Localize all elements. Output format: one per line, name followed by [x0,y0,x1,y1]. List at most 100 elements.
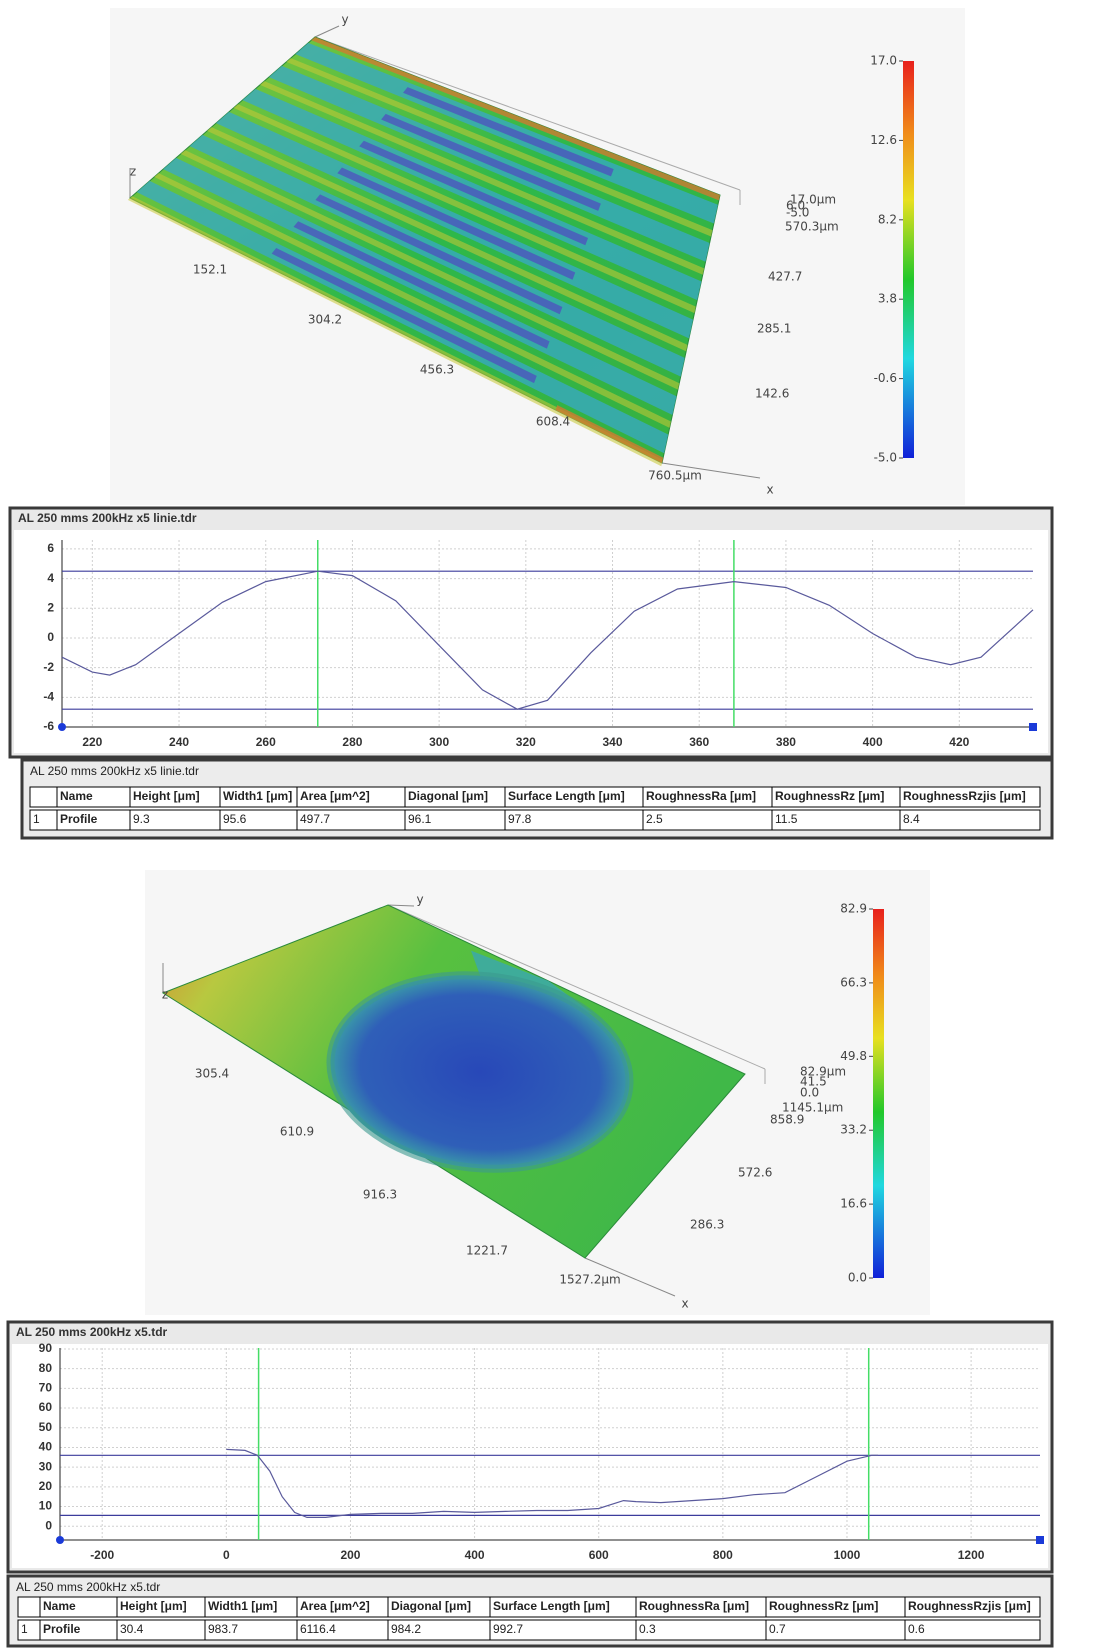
cell-text: 0.7 [769,1622,786,1636]
y-tick-label: 572.6 [738,1166,772,1180]
x-tick-label: 916.3 [363,1188,397,1202]
axis-label: z [162,988,168,1002]
column-header: RoughnessRa [μm] [646,789,756,803]
y-tick-label: 858.9 [770,1113,804,1127]
plot-background [12,1344,1048,1568]
colorbar-tick-label: 12.6 [870,133,897,147]
cell-text: 1 [33,812,40,826]
axis-label: x [766,483,773,497]
cell-text: 992.7 [493,1622,523,1636]
profile-chart: AL 250 mms 200kHz x5.tdr0102030405060708… [8,1322,1052,1572]
cell-text: 1 [21,1622,28,1636]
axis-handle [56,1536,64,1544]
axis-label: y [416,893,423,907]
cell-text: 984.2 [391,1622,421,1636]
table-cell [905,1620,1040,1640]
x-tick-label: 305.4 [195,1067,229,1081]
x-tick-label: 1000 [834,1548,861,1562]
y-tick-label: -2 [43,660,54,674]
header-cell [18,1597,40,1617]
column-header: Width1 [μm] [208,1599,277,1613]
x-tick-label: 220 [82,735,102,749]
table-cell [900,810,1040,830]
column-header: Height [μm] [133,789,200,803]
y-tick-label: -6 [43,719,54,733]
header-cell [30,787,57,807]
colorbar-tick-label: -5.0 [874,451,897,465]
colorbar-tick-label: 33.2 [840,1123,867,1137]
x-tick-label: 400 [863,735,883,749]
colorbar-tick-label: 82.9 [840,902,867,916]
cell-text: 6116.4 [300,1622,336,1636]
result-table: AL 250 mms 200kHz x5.tdrNameHeight [μm]W… [8,1576,1052,1646]
column-header: RoughnessRz [μm] [775,789,884,803]
column-header: Diagonal [μm] [408,789,488,803]
x-tick-label: 420 [949,735,969,749]
y-tick-label: 0 [47,630,54,644]
x-tick-label: 300 [429,735,449,749]
y-tick-label: 40 [39,1440,53,1454]
cell-text: 96.1 [408,812,432,826]
y-tick-label: 70 [39,1381,53,1395]
column-header: Width1 [μm] [223,789,292,803]
table-cell [766,1620,905,1640]
colorbar-tick-label: 66.3 [840,975,867,989]
x-tick-label: 456.3 [420,363,454,377]
cell-text: 9.3 [133,812,150,826]
y-tick-label: 4 [47,571,54,585]
column-header: Name [60,789,93,803]
colorbar-tick-label: 3.8 [878,292,897,306]
z-readout: -5.0 [786,206,809,220]
x-tick-label: 610.9 [280,1125,314,1139]
y-tick-label: 60 [39,1400,53,1414]
x-tick-label: 760.5µm [648,469,702,483]
colorbar-tick-label: 16.6 [840,1197,867,1211]
y-tick-label: -4 [43,689,54,703]
axis-label: z [130,165,136,179]
column-header: RoughnessRa [μm] [639,1599,749,1613]
screenshot: xyz152.1304.2456.3608.4760.5µm142.6285.1… [0,0,1110,1648]
cell-text: 0.3 [639,1622,656,1636]
x-tick-label: 600 [589,1548,609,1562]
column-header: RoughnessRzjis [μm] [903,789,1026,803]
colorbar-tick-label: 0.0 [848,1271,867,1285]
column-header: RoughnessRz [μm] [769,1599,878,1613]
column-header: RoughnessRzjis [μm] [908,1599,1031,1613]
column-header: Surface Length [μm] [493,1599,610,1613]
y-tick-label: 285.1 [757,322,791,336]
x-tick-label: -200 [90,1548,114,1562]
x-tick-label: 800 [713,1548,733,1562]
y-tick-label: 286.3 [690,1218,724,1232]
cell-text: 497.7 [300,812,330,826]
z-readout: 0.0 [800,1086,819,1100]
y-tick-label: 30 [39,1459,53,1473]
cell-text: Profile [43,1622,81,1636]
x-tick-label: 1527.2µm [559,1273,620,1287]
surface-view: xyz152.1304.2456.3608.4760.5µm142.6285.1… [110,8,965,505]
column-header: Surface Length [μm] [508,789,625,803]
column-header: Area [μm^2] [300,1599,370,1613]
y-tick-label: 6 [47,541,54,555]
x-tick-label: 260 [256,735,276,749]
x-tick-label: 320 [516,735,536,749]
y-tick-label: 570.3µm [785,220,839,234]
x-tick-label: 280 [342,735,362,749]
x-tick-label: 240 [169,735,189,749]
panel-title: AL 250 mms 200kHz x5 linie.tdr [18,511,197,525]
cell-text: 11.5 [775,812,798,826]
x-tick-label: 400 [465,1548,485,1562]
cell-text: 30.4 [120,1622,144,1636]
y-tick-label: 1145.1µm [782,1101,843,1115]
y-tick-label: 2 [47,600,54,614]
cell-text: 95.6 [223,812,247,826]
plot-background [14,530,1048,753]
y-tick-label: 20 [39,1479,53,1493]
y-tick-label: 10 [39,1499,53,1513]
cell-text: 8.4 [903,812,920,826]
cell-text: Profile [60,812,98,826]
axis-label: x [681,1297,688,1311]
x-tick-label: 304.2 [308,313,342,327]
table-title: AL 250 mms 200kHz x5 linie.tdr [30,764,199,778]
x-tick-label: 380 [776,735,796,749]
profile-chart: AL 250 mms 200kHz x5 linie.tdr -6 -4 -2 0 2 4 6… [10,508,1052,757]
